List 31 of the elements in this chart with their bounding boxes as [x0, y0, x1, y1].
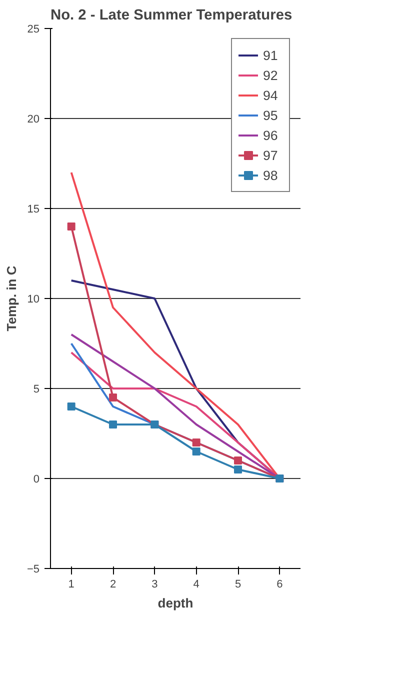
x-tick-label: 3 [152, 578, 158, 590]
y-tick-label: 10 [27, 294, 40, 306]
y-tick-label: −5 [26, 564, 40, 576]
x-tick-label: 2 [110, 578, 116, 590]
legend-label: 94 [263, 88, 279, 102]
y-tick-label: 15 [27, 204, 40, 216]
point [234, 466, 242, 474]
point [67, 222, 76, 230]
x-tick-label: 1 [68, 578, 74, 590]
legend-label: 96 [263, 128, 279, 142]
point [109, 394, 117, 402]
y-tick-label: 25 [27, 24, 40, 36]
x-tick-label: 6 [276, 578, 283, 590]
legend-label: 97 [263, 148, 279, 162]
point [67, 402, 76, 410]
y-tick-label: 20 [27, 114, 40, 126]
y-tick-label: 5 [33, 384, 40, 396]
point [192, 448, 200, 456]
y-axis-title: Temp. in C [4, 265, 19, 332]
point [109, 420, 117, 428]
y-tick-label: 0 [33, 474, 40, 486]
legend-label: 95 [263, 108, 279, 122]
x-tick-label: 5 [234, 578, 242, 590]
point [234, 456, 242, 464]
x-tick-label: 4 [193, 578, 200, 590]
chart-title: No. 2 - Late Summer Temperatures [50, 8, 292, 24]
legend-label: 91 [263, 48, 279, 62]
legend-label: 92 [263, 68, 279, 82]
legend-label: 98 [263, 168, 279, 182]
point [192, 438, 200, 446]
x-axis-title: depth [158, 596, 194, 610]
